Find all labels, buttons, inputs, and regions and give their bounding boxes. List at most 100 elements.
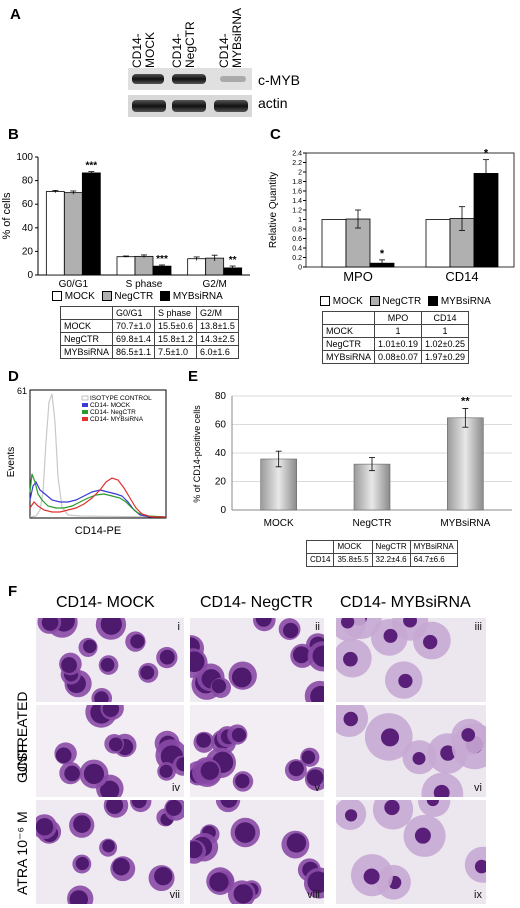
legend-label-mock: MOCK — [332, 296, 363, 307]
column-label-mock: CD14- MOCK — [56, 594, 155, 611]
blot-image — [128, 68, 252, 117]
cell-nucleus — [231, 727, 247, 743]
y-axis-label: % of cells — [1, 192, 13, 240]
table-row: MYBsiRNA 0.08±0.07 1.97±0.29 — [321, 350, 469, 364]
micrograph-cells — [36, 800, 184, 904]
lane-label-mock: CD14- MOCK — [130, 32, 157, 68]
cell-nucleus — [283, 622, 299, 639]
cell-nucleus — [55, 747, 72, 764]
cell-nucleus — [292, 646, 310, 664]
cell-nucleus — [310, 685, 324, 702]
legend-swatch-mybsirna — [428, 296, 439, 307]
x-tick-label: MYBsiRNA — [440, 518, 490, 529]
legend-swatch-negctr — [369, 296, 380, 307]
cell-nucleus — [414, 827, 431, 844]
panel-f-letter: F — [8, 583, 18, 600]
cell-nucleus — [423, 634, 438, 650]
micrograph-iv: iv — [36, 705, 184, 797]
cell-nucleus — [73, 815, 91, 833]
cell-nucleus — [433, 784, 450, 797]
y-tick-label: 1.6 — [292, 189, 302, 196]
micrograph-viii: viii — [190, 800, 324, 904]
cell-nucleus — [190, 651, 205, 673]
micrograph-cells — [190, 618, 324, 702]
cell-nucleus — [301, 750, 316, 764]
micrograph-numeral: vi — [474, 782, 482, 794]
band-label-cmyb: c-MYB — [258, 72, 300, 88]
cell-nucleus — [165, 800, 182, 816]
cell-nucleus — [100, 618, 122, 635]
cmyb-band-negctr — [172, 74, 206, 84]
cell-nucleus — [100, 658, 115, 672]
significance-label: * — [484, 148, 489, 160]
cell-nucleus — [383, 628, 398, 643]
legend-swatch-mybsirna — [160, 291, 171, 302]
cell-nucleus — [380, 728, 400, 747]
y-tick-label: 0 — [220, 505, 226, 516]
micrograph-cells — [190, 800, 324, 904]
significance-label: * — [380, 248, 385, 260]
cell-nucleus — [159, 764, 173, 778]
y-tick-label: 40 — [215, 448, 227, 459]
y-tick-label: 20 — [22, 246, 34, 257]
cell-nucleus — [231, 667, 252, 688]
legend-swatch-mock — [320, 296, 330, 307]
cell-nucleus — [106, 800, 124, 814]
y-tick-label: 0 — [298, 265, 302, 272]
y-tick-label: 0.4 — [292, 246, 302, 253]
micrograph-numeral: iv — [172, 782, 180, 794]
panel-a-letter: A — [10, 6, 21, 23]
legend-swatch-negctr — [101, 291, 112, 302]
plot-frame — [29, 389, 167, 519]
cell-nucleus — [159, 649, 175, 665]
bar — [63, 192, 83, 276]
table-row: G0/G1 S phase G2/M — [59, 306, 239, 320]
cell-nucleus — [461, 728, 476, 742]
bar — [321, 219, 347, 268]
bar — [425, 219, 451, 268]
cell-nucleus — [403, 618, 417, 628]
table-row: CD14 35.8±5.5 32.2±4.6 64.7±6.6 — [305, 553, 458, 567]
significance-label: *** — [156, 254, 168, 265]
y-tick-label: 60 — [215, 420, 227, 431]
x-axis-label: CD14-PE — [75, 525, 121, 537]
panel-e-chart: 0 20 40 60 80 % of CD14-positive cells MOCK Neg… — [192, 391, 512, 529]
cell-nucleus — [363, 868, 380, 885]
mybsirna-curve — [29, 477, 166, 518]
cell-nucleus — [312, 645, 324, 667]
micrograph-vii: vii — [36, 800, 184, 904]
row-label-gcsf: GCSF — [14, 744, 30, 783]
panel-b-letter: B — [8, 126, 19, 143]
legend-mybsirna: CD14- MYBsiRNA — [90, 416, 144, 423]
cell-nucleus — [176, 757, 184, 772]
cell-nucleus — [343, 651, 358, 667]
cell-nucleus — [130, 634, 145, 649]
cell-nucleus — [341, 618, 355, 629]
actin-band-mock — [132, 100, 166, 112]
y-tick-label: 1.2 — [292, 208, 302, 215]
actin-band-mybsirna — [214, 100, 248, 112]
negctr-curve — [29, 473, 167, 518]
panel-e-letter: E — [188, 368, 199, 385]
micrograph-cells — [37, 618, 178, 702]
y-tick-label: 0.8 — [292, 227, 302, 234]
table-row: NegCTR 1.01±0.19 1.02±0.25 — [321, 337, 469, 351]
y-tick-label: 1.8 — [292, 179, 302, 186]
bar — [134, 255, 154, 276]
legend-isotype: ISOTYPE CONTROL — [90, 395, 152, 402]
cell-nucleus — [474, 859, 486, 874]
micrograph-ii: ii — [190, 618, 324, 702]
cell-nucleus — [288, 760, 304, 777]
y-axis-label: Relative Quantity — [268, 172, 279, 248]
cell-nucleus — [75, 856, 89, 871]
micrograph-numeral: i — [177, 621, 180, 633]
cell-nucleus — [102, 839, 115, 853]
cell-nucleus — [83, 639, 97, 654]
y-tick-label: 60 — [22, 199, 34, 210]
cell-nucleus — [286, 833, 307, 853]
y-tick-label: 2.4 — [292, 151, 302, 158]
y-tick-label: 0 — [27, 270, 33, 281]
panel-c-letter: C — [270, 126, 281, 143]
x-tick-label: MPO — [343, 269, 373, 284]
y-axis-label: Events — [6, 447, 17, 478]
